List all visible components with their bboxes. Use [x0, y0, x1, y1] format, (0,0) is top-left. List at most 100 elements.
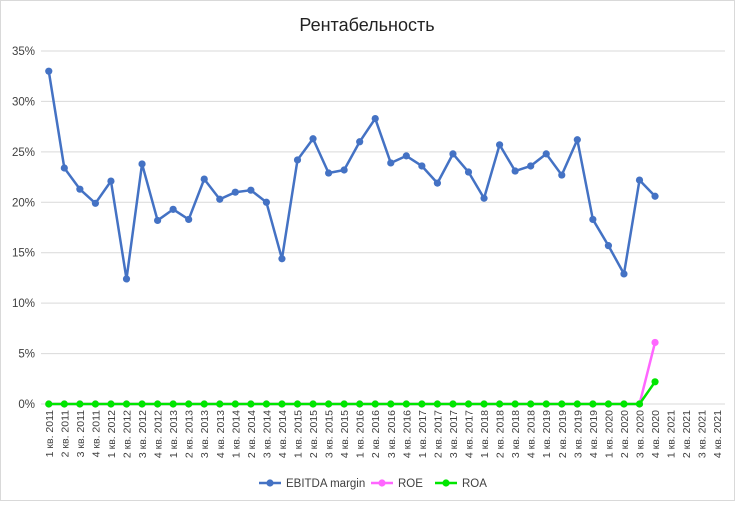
y-tick-label: 5%: [18, 349, 35, 361]
data-point-ebitda-margin: [387, 159, 395, 167]
x-tick-label: 4 кв. 2020: [650, 410, 662, 458]
data-point-roa: [573, 400, 581, 408]
data-point-ebitda-margin: [340, 166, 348, 174]
series-ebitda-margin: [45, 67, 659, 283]
data-point-ebitda-margin: [247, 186, 255, 194]
data-point-ebitda-margin: [356, 138, 364, 146]
x-tick-label: 2 кв. 2020: [619, 410, 631, 458]
data-point-ebitda-margin: [433, 179, 442, 187]
data-point-ebitda-margin: [60, 164, 68, 172]
data-point-ebitda-margin: [418, 162, 426, 170]
data-point-ebitda-margin: [231, 188, 239, 196]
data-point-roa: [371, 400, 379, 408]
data-point-roa: [169, 400, 177, 408]
data-point-roa: [293, 400, 302, 408]
data-point-ebitda-margin: [107, 177, 115, 185]
data-point-ebitda-margin: [402, 152, 410, 160]
legend-swatch-marker: [378, 479, 386, 487]
data-point-roa: [247, 400, 255, 408]
data-point-ebitda-margin: [169, 205, 177, 213]
data-point-ebitda-margin: [542, 150, 550, 158]
data-point-ebitda-margin: [480, 194, 488, 202]
data-point-ebitda-margin: [216, 195, 224, 203]
x-tick-label: 4 кв. 2013: [215, 410, 227, 458]
data-point-roa: [542, 400, 550, 408]
data-point-roa: [356, 400, 364, 408]
x-tick-label: 2 кв. 2019: [557, 410, 569, 458]
series-roa: [45, 378, 659, 408]
x-tick-label: 1 кв. 2017: [417, 410, 429, 458]
x-tick-label: 2 кв. 2016: [370, 410, 382, 458]
data-point-roa: [122, 400, 131, 408]
y-tick-label: 20%: [12, 197, 35, 209]
y-tick-label: 30%: [12, 96, 35, 108]
data-point-roe: [651, 338, 659, 347]
series-lines: [45, 67, 659, 408]
x-tick-label: 1 кв. 2016: [355, 410, 367, 458]
data-point-ebitda-margin: [324, 169, 333, 177]
x-tick-label: 2 кв. 2017: [432, 410, 444, 458]
series-roe: [45, 338, 659, 408]
x-tick-label: 4 кв. 2016: [401, 410, 413, 458]
x-tick-label: 3 кв. 2011: [75, 410, 87, 458]
x-tick-label: 3 кв. 2016: [386, 410, 398, 458]
data-point-roa: [511, 400, 519, 408]
data-point-roa: [262, 400, 271, 408]
data-point-ebitda-margin: [620, 270, 628, 278]
x-tick-label: 1 кв. 2014: [230, 410, 242, 458]
data-point-roa: [464, 400, 473, 408]
x-tick-label: 4 кв. 2017: [464, 410, 476, 458]
x-tick-label: 4 кв. 2012: [153, 410, 165, 458]
data-point-ebitda-margin: [293, 156, 302, 164]
data-point-roa: [278, 400, 286, 408]
series-line-roa: [48, 381, 657, 406]
x-tick-label: 1 кв. 2013: [168, 410, 180, 458]
data-point-roa: [231, 400, 239, 408]
data-point-roa: [153, 400, 162, 408]
x-tick-label: 2 кв. 2021: [681, 410, 693, 458]
y-tick-label: 35%: [12, 46, 35, 58]
data-point-roa: [324, 400, 333, 408]
data-point-roa: [200, 400, 208, 408]
chart-title: Рентабельность: [299, 15, 434, 35]
y-tick-label: 15%: [12, 248, 35, 260]
data-point-ebitda-margin: [278, 255, 286, 263]
x-tick-label: 3 кв. 2018: [510, 410, 522, 458]
legend-label: ROA: [462, 478, 487, 490]
data-point-ebitda-margin: [589, 215, 597, 224]
data-point-roa: [185, 400, 193, 408]
x-tick-label: 4 кв. 2015: [339, 410, 351, 458]
legend-item-roa: ROA: [435, 478, 487, 490]
data-point-roa: [45, 400, 53, 408]
x-tick-label: 3 кв. 2014: [261, 410, 273, 458]
data-point-roa: [138, 400, 146, 408]
series-line-ebitda-margin: [47, 70, 656, 281]
x-tick-label: 1 кв. 2019: [541, 410, 553, 458]
x-tick-label: 1 кв. 2020: [603, 410, 615, 458]
data-point-ebitda-margin: [495, 141, 504, 149]
data-point-ebitda-margin: [76, 185, 84, 193]
data-point-roa: [76, 400, 84, 408]
x-tick-label: 3 кв. 2019: [572, 410, 584, 458]
x-tick-label: 2 кв. 2014: [246, 410, 258, 458]
legend-swatch-marker: [266, 479, 274, 487]
data-point-ebitda-margin: [138, 160, 146, 168]
x-tick-label: 4 кв. 2014: [277, 410, 289, 458]
x-tick-label: 4 кв. 2018: [526, 410, 538, 458]
data-point-ebitda-margin: [185, 215, 193, 224]
x-tick-label: 3 кв. 2012: [137, 410, 149, 458]
x-tick-label: 1 кв. 2021: [666, 410, 678, 458]
data-point-ebitda-margin: [45, 67, 53, 75]
data-point-roa: [91, 400, 100, 408]
x-tick-label: 2 кв. 2011: [59, 410, 71, 458]
data-point-roa: [620, 400, 628, 408]
y-tick-label: 0%: [18, 399, 35, 411]
legend-label: EBITDA margin: [286, 478, 365, 490]
data-point-ebitda-margin: [464, 168, 473, 176]
legend-item-roe: ROE: [371, 478, 423, 490]
x-tick-label: 1 кв. 2015: [293, 410, 305, 458]
series-line-roe: [48, 342, 657, 406]
data-point-ebitda-margin: [449, 150, 457, 158]
y-tick-label: 10%: [12, 298, 35, 310]
